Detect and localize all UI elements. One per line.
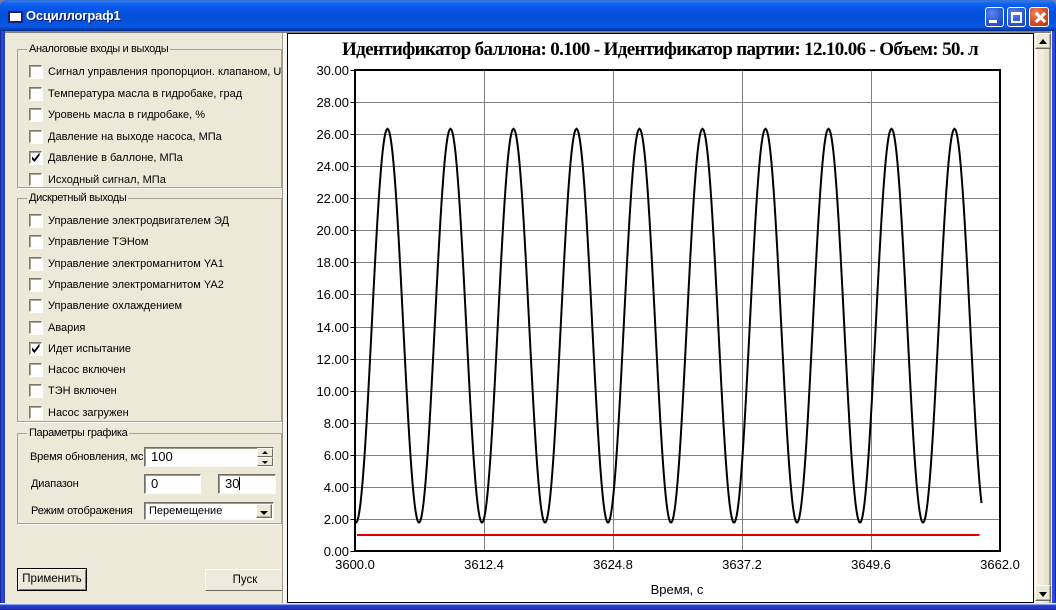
svg-text:3637.2: 3637.2 [722, 557, 762, 572]
svg-text:2.00: 2.00 [324, 512, 349, 527]
svg-text:Идентификатор баллона: 0.100 -: Идентификатор баллона: 0.100 - Идентифик… [342, 39, 979, 60]
svg-text:Время, с: Время, с [651, 582, 704, 597]
svg-text:12.00: 12.00 [316, 352, 349, 367]
svg-text:4.00: 4.00 [324, 480, 349, 495]
svg-text:24.00: 24.00 [316, 159, 349, 174]
svg-text:8.00: 8.00 [324, 416, 349, 431]
svg-text:3624.8: 3624.8 [593, 557, 633, 572]
svg-text:16.00: 16.00 [316, 287, 349, 302]
svg-text:3662.0: 3662.0 [980, 557, 1020, 572]
svg-text:28.00: 28.00 [316, 95, 349, 110]
svg-text:6.00: 6.00 [324, 448, 349, 463]
svg-text:3612.4: 3612.4 [464, 557, 504, 572]
svg-text:14.00: 14.00 [316, 320, 349, 335]
svg-text:20.00: 20.00 [316, 223, 349, 238]
svg-text:0.00: 0.00 [324, 544, 349, 559]
svg-text:26.00: 26.00 [316, 127, 349, 142]
svg-text:3649.6: 3649.6 [851, 557, 891, 572]
svg-text:10.00: 10.00 [316, 384, 349, 399]
svg-text:18.00: 18.00 [316, 255, 349, 270]
svg-text:22.00: 22.00 [316, 191, 349, 206]
svg-text:30.00: 30.00 [316, 63, 349, 78]
svg-text:3600.0: 3600.0 [335, 557, 375, 572]
